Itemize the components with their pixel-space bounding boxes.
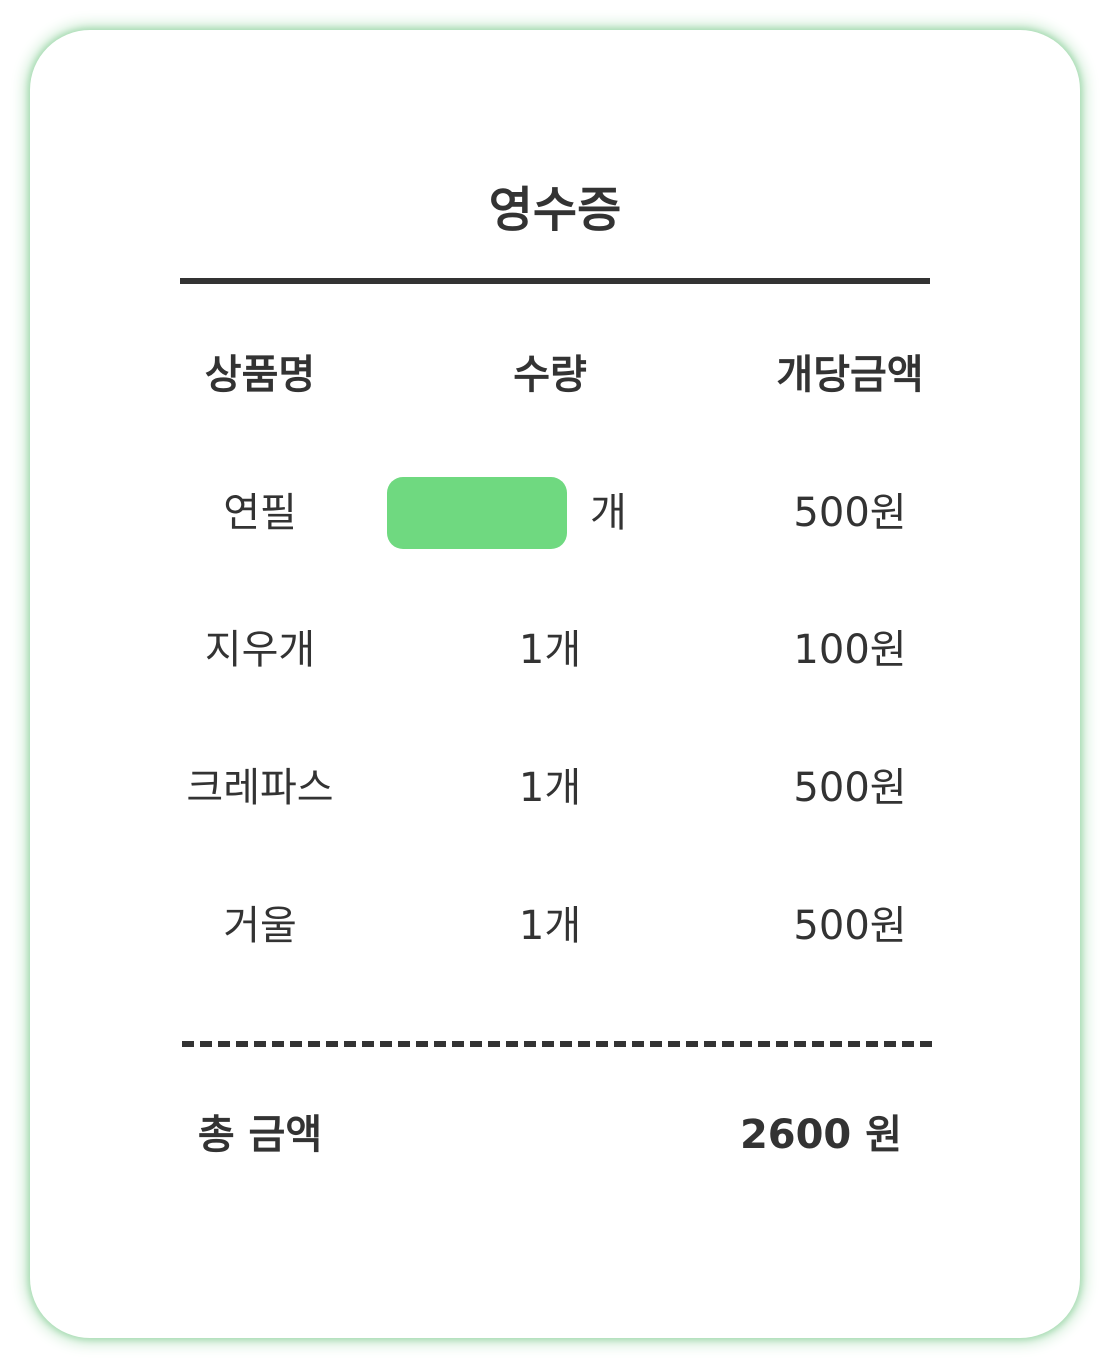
item-unit-price: 500원	[793, 490, 907, 536]
item-quantity: 1개	[518, 627, 582, 673]
item-unit-price: 500원	[793, 765, 907, 811]
table-row: 지우개 1개 100원	[180, 610, 930, 690]
table-row: 연필 개 500원	[180, 473, 930, 553]
total-amount: 2600 원	[739, 1112, 902, 1158]
table-row: 크레파스 1개 500원	[180, 748, 930, 828]
item-unit-price: 500원	[793, 903, 907, 949]
table-row: 거울 1개 500원	[180, 886, 930, 966]
item-quantity: 1개	[518, 903, 582, 949]
header-quantity: 수량	[513, 352, 587, 398]
receipt-card: 영수증 상품명 수량 개당금액 연필 개 500원 지우개 1개 100원 크레…	[30, 30, 1080, 1338]
item-name: 거울	[223, 903, 297, 949]
header-product-name: 상품명	[204, 352, 316, 398]
total-label: 총 금액	[197, 1112, 323, 1158]
item-name: 지우개	[204, 627, 316, 673]
table-header-row: 상품명 수량 개당금액	[180, 335, 930, 415]
quantity-unit-label: 개	[590, 490, 627, 536]
header-unit-price: 개당금액	[776, 352, 924, 398]
item-name: 연필	[223, 490, 297, 536]
item-name: 크레파스	[186, 765, 334, 811]
total-divider	[182, 1041, 932, 1047]
quantity-input[interactable]	[387, 477, 567, 549]
item-unit-price: 100원	[793, 627, 907, 673]
receipt-title: 영수증	[488, 182, 622, 238]
header-divider	[180, 278, 930, 284]
item-quantity: 1개	[518, 765, 582, 811]
